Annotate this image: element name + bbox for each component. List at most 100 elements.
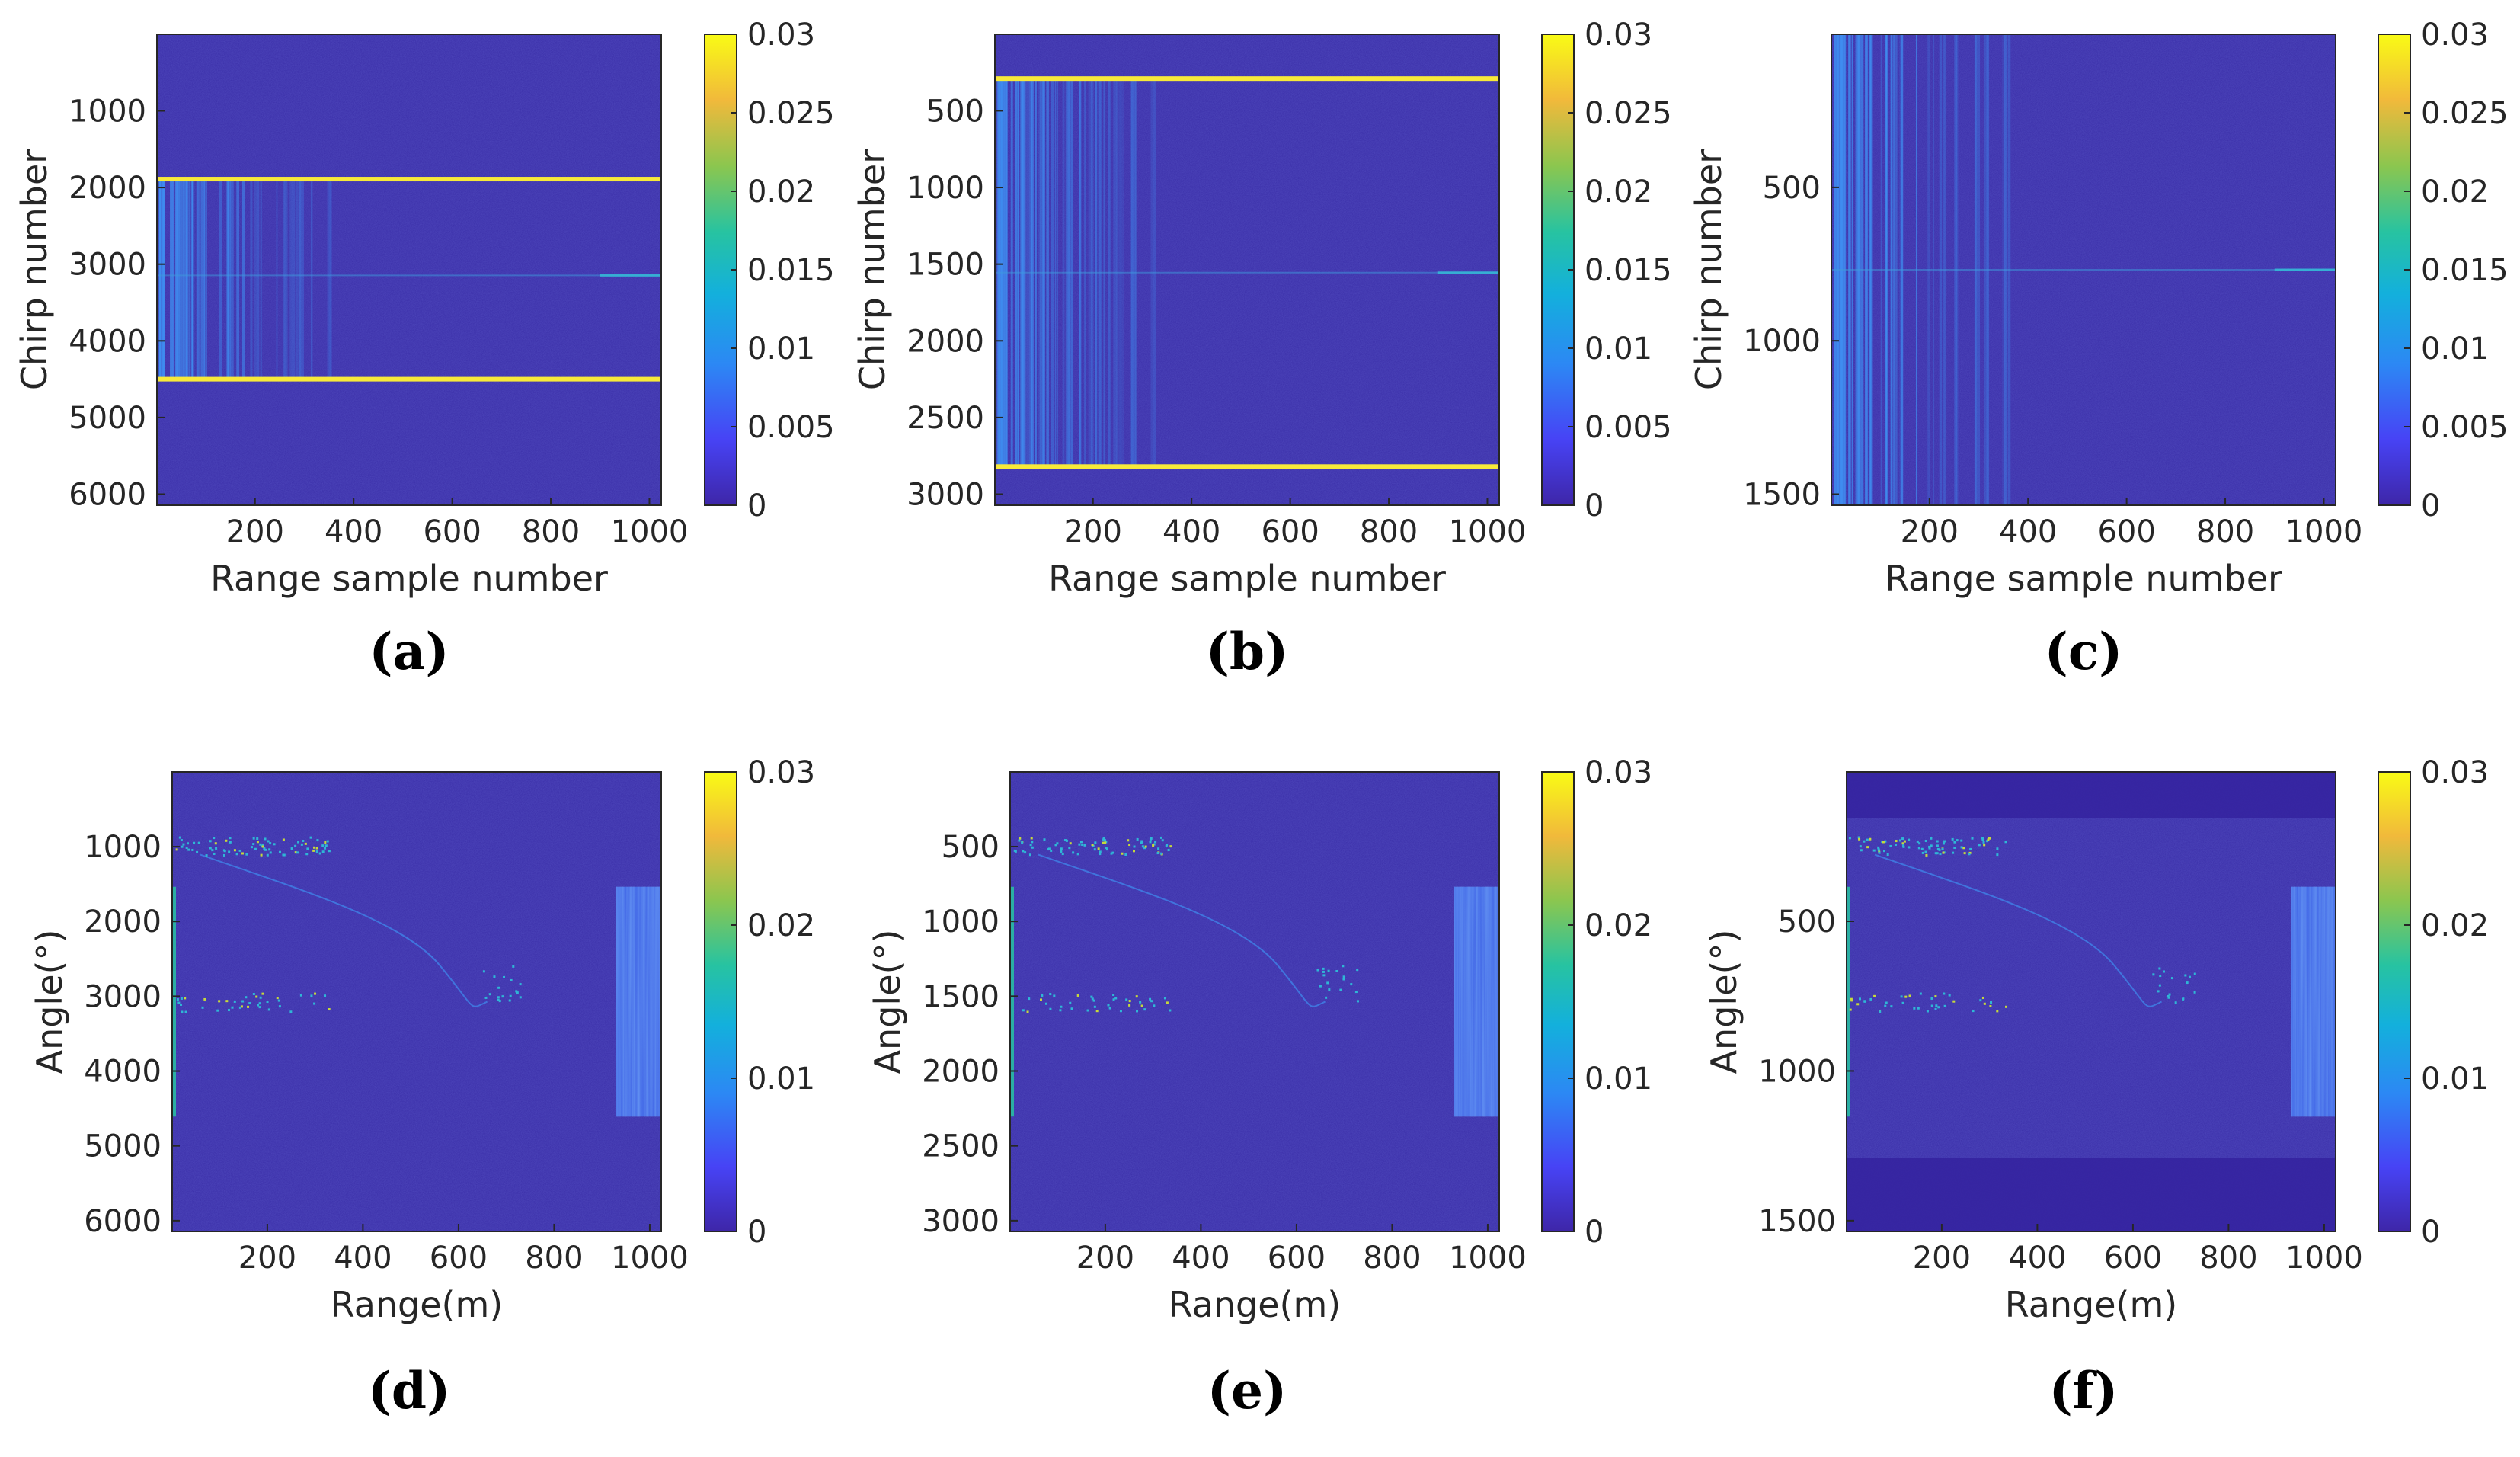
scatter-point	[312, 849, 315, 852]
scatter-point	[1934, 852, 1937, 855]
scatter-point	[264, 837, 267, 841]
scatter-point	[1938, 848, 1941, 851]
scatter-point	[1894, 844, 1897, 847]
scatter-point	[1952, 1000, 1956, 1003]
colorbar-tick-label: 0.005	[2421, 410, 2509, 445]
scatter-point	[296, 851, 299, 854]
scatter-point	[1952, 851, 1955, 854]
x-tick-label: 1000	[611, 514, 689, 549]
x-tick-label: 200	[238, 1241, 296, 1276]
heatmap-noise	[995, 34, 1499, 505]
x-axis-label: Range sample number	[1885, 558, 2282, 599]
echo-streak	[181, 179, 185, 379]
x-tick-label: 600	[423, 514, 481, 549]
echo-streak	[170, 179, 171, 379]
colorbar-tick-label: 0	[1585, 488, 1604, 524]
scatter-point	[184, 997, 187, 1000]
scatter-point	[1022, 1009, 1025, 1012]
scatter-point	[1150, 837, 1153, 840]
scatter-point	[2186, 981, 2189, 985]
scatter-point	[273, 843, 276, 846]
scatter-point	[1930, 1004, 1933, 1007]
x-tick-label: 800	[525, 1241, 583, 1276]
x-tick-label: 200	[1913, 1241, 1971, 1276]
x-tick-label: 600	[2097, 514, 2155, 549]
colorbar-tick-label: 0.005	[747, 410, 835, 445]
scatter-point	[1069, 1001, 1072, 1004]
scatter-point	[259, 843, 262, 846]
scatter-point	[1895, 840, 1898, 843]
echo-streak	[227, 179, 231, 379]
scatter-point	[1127, 839, 1130, 842]
colorbar-tick-label: 0	[2421, 488, 2440, 524]
scatter-point	[519, 996, 522, 999]
x-tick-label: 800	[522, 514, 580, 549]
scatter-point	[1076, 994, 1079, 997]
scatter-point	[1093, 1005, 1096, 1008]
echo-streak	[160, 179, 164, 379]
echo-streak	[192, 179, 195, 379]
scatter-point	[269, 842, 272, 845]
scatter-point	[2005, 1005, 2008, 1008]
scatter-point	[1908, 846, 1911, 849]
scatter-point	[516, 991, 519, 994]
scatter-point	[1169, 1009, 1172, 1012]
y-tick-label: 2500	[922, 1129, 999, 1164]
scatter-point	[1114, 997, 1118, 1000]
axes-box	[1831, 34, 2336, 506]
axes-box	[171, 771, 662, 1232]
echo-streak	[329, 179, 332, 379]
x-tick-label: 600	[1268, 1241, 1326, 1276]
scatter-point	[306, 847, 309, 850]
scatter-point	[1166, 1001, 1169, 1004]
scatter-point	[222, 849, 225, 852]
x-axis-label: Range sample number	[1048, 558, 1446, 599]
near-range-edge	[1847, 886, 1850, 1117]
colorbar-tick-label: 0.03	[2421, 755, 2489, 790]
y-axis-label: Chirp number	[14, 149, 55, 390]
scatter-point	[1102, 841, 1105, 844]
scatter-point	[1989, 1005, 1992, 1008]
scatter-point	[1979, 999, 1982, 1002]
scatter-point	[252, 843, 255, 846]
axes-box	[156, 34, 662, 506]
scatter-point	[1160, 852, 1163, 855]
echo-streak	[299, 179, 302, 379]
scatter-point	[497, 986, 500, 989]
scatter-point	[1866, 846, 1869, 849]
x-tick-label: 800	[2199, 1241, 2257, 1276]
x-tick-label: 600	[430, 1241, 488, 1276]
panel-label: (f)	[2049, 1361, 2119, 1420]
scatter-point	[1044, 1002, 1047, 1005]
x-tick-label: 200	[226, 514, 284, 549]
scatter-point	[482, 970, 485, 973]
scatter-point	[1092, 844, 1095, 847]
scatter-point	[1026, 1010, 1029, 1013]
scatter-point	[328, 850, 331, 853]
echo-streak	[188, 179, 191, 379]
colorbar-tick-label: 0.01	[747, 331, 815, 367]
boundary-line	[995, 464, 1499, 469]
echo-streak	[250, 179, 253, 379]
scatter-point	[1859, 845, 1862, 848]
scatter-point	[1056, 842, 1059, 845]
scatter-point	[278, 850, 281, 853]
scatter-point	[1354, 991, 1358, 994]
scatter-point	[510, 978, 513, 981]
echo-streak	[184, 179, 187, 379]
scatter-point	[1059, 1009, 1062, 1012]
scatter-point	[228, 850, 231, 853]
y-axis-label: Chirp number	[1688, 149, 1729, 390]
scatter-point	[266, 853, 269, 857]
scatter-points	[1848, 836, 2196, 1013]
scatter-point	[1152, 844, 1155, 847]
panel-label: (a)	[369, 622, 449, 681]
echo-streak	[283, 179, 286, 379]
scatter-point	[2193, 972, 2196, 975]
scatter-point	[247, 1005, 250, 1008]
echo-streak	[163, 179, 165, 379]
scatter-point	[1342, 975, 1345, 978]
scatter-point	[1857, 836, 1860, 839]
boundary-line	[157, 376, 661, 382]
